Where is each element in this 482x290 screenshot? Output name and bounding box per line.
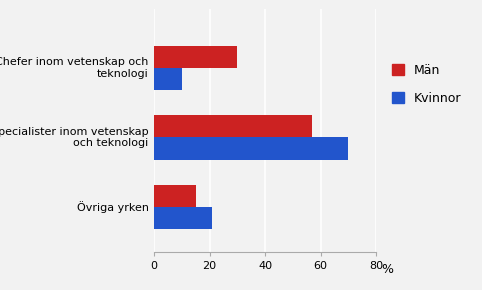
Bar: [154, 137, 348, 160]
Bar: [154, 185, 196, 207]
Bar: [154, 207, 213, 229]
Bar: [154, 115, 312, 137]
Legend: Män, Kvinnor: Män, Kvinnor: [387, 59, 467, 110]
Bar: [154, 46, 238, 68]
Text: %: %: [382, 263, 393, 276]
Bar: [154, 68, 182, 90]
